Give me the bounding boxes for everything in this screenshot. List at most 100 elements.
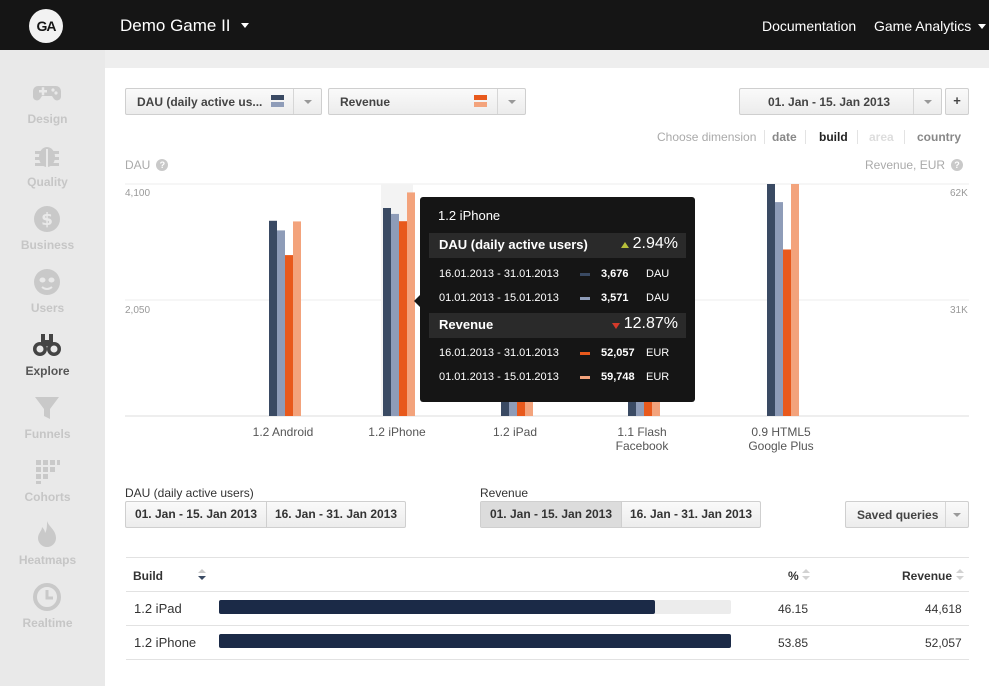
divider [857, 130, 858, 144]
saved-queries-label: Saved queries [857, 508, 939, 522]
tooltip-unit: DAU [646, 292, 670, 304]
tooltip-value: 3,571 [601, 292, 629, 304]
x-tick-label: 1.1 Flash [617, 425, 666, 439]
revenue-range-option[interactable]: 01. Jan - 15. Jan 2013 [481, 502, 621, 527]
dau-color-swatch [271, 95, 284, 107]
build-cell: 1.2 iPad [134, 601, 182, 616]
sidebar-item-quality[interactable]: Quality [0, 141, 95, 201]
saved-queries-dropdown[interactable]: Saved queries [845, 501, 969, 528]
column-header-revenue[interactable]: Revenue [902, 569, 953, 583]
help-icon[interactable]: ? [951, 159, 964, 171]
chart-bar [285, 255, 293, 416]
metric-dau-label: DAU (daily active us... [137, 95, 263, 109]
x-tick-label: 0.9 HTML5 [751, 425, 811, 439]
chevron-down-icon[interactable] [241, 23, 249, 28]
top-bar: GA Demo Game II Documentation Game Analy… [0, 0, 989, 50]
right-tick-label: 31K [950, 305, 968, 316]
date-range-label: 01. Jan - 15. Jan 2013 [768, 95, 891, 109]
sidebar-item-users[interactable]: Users [0, 267, 95, 327]
chart-bar [775, 202, 783, 416]
chart-category-labels: 1.2 Android 1.2 iPhone 1.2 iPad 1.1 FlashFa… [253, 425, 814, 453]
dau-range-option[interactable]: 01. Jan - 15. Jan 2013 [134, 507, 258, 521]
cohorts-icon [36, 460, 60, 484]
sidebar-item-cohorts[interactable]: Cohorts [0, 456, 95, 516]
sidebar-label: Funnels [24, 427, 71, 441]
users-icon [34, 269, 60, 295]
series-swatch [580, 297, 590, 300]
share-bar-fill [219, 600, 655, 614]
tooltip-unit: EUR [646, 371, 670, 383]
add-date-range-button[interactable]: + [945, 88, 969, 115]
tooltip-value: 3,676 [601, 268, 629, 280]
metric-dau-dropdown[interactable]: DAU (daily active us... [125, 88, 322, 115]
sidebar-item-heatmaps[interactable]: Heatmaps [0, 519, 95, 579]
sort-icon[interactable] [956, 569, 964, 581]
tooltip-title: 1.2 iPhone [438, 208, 501, 223]
revenue-compare-label: Revenue [480, 486, 529, 500]
tooltip-change-percent: 12.87% [623, 315, 678, 332]
dollar-icon: $ [34, 206, 60, 232]
dropdown-toggle[interactable] [913, 89, 941, 114]
metric-revenue-dropdown[interactable]: Revenue [328, 88, 526, 115]
dau-range-switch: 01. Jan - 15. Jan 2013 16. Jan - 31. Jan… [125, 501, 406, 528]
dropdown-toggle[interactable] [497, 89, 525, 114]
sidebar-item-funnels[interactable]: Funnels [0, 393, 95, 453]
date-range-dropdown[interactable]: 01. Jan - 15. Jan 2013 [739, 88, 942, 115]
revenue-range-option[interactable]: 16. Jan - 31. Jan 2013 [629, 507, 753, 521]
tooltip-range: 01.01.2013 - 15.01.2013 [439, 371, 559, 383]
percent-cell: 53.85 [778, 636, 809, 650]
sidebar-item-realtime[interactable]: Realtime [0, 582, 95, 642]
chart-bar [383, 207, 391, 416]
sidebar-label: Quality [27, 175, 68, 189]
sidebar-label: Cohorts [24, 490, 71, 504]
right-tick-label: 62K [950, 188, 968, 199]
sidebar-item-explore[interactable]: Explore [0, 330, 95, 390]
divider [764, 130, 765, 144]
game-selector[interactable]: Demo Game II [120, 16, 231, 35]
chart-bar [407, 192, 415, 416]
column-header-percent[interactable]: % [788, 569, 799, 583]
x-tick-label: Facebook [616, 439, 670, 453]
chart-bar [783, 249, 791, 416]
nav-game-analytics-menu[interactable]: Game Analytics [874, 18, 972, 34]
tooltip-value: 52,057 [601, 347, 635, 359]
percent-cell: 46.15 [778, 602, 809, 616]
tooltip-range: 01.01.2013 - 15.01.2013 [439, 292, 559, 304]
metric-revenue-label: Revenue [340, 95, 391, 109]
dropdown-toggle[interactable] [945, 502, 968, 527]
sort-icon[interactable] [198, 569, 206, 581]
arrow-down-icon [612, 323, 620, 329]
dimension-option-build[interactable]: build [819, 130, 848, 144]
tooltip-range: 16.01.2013 - 31.01.2013 [439, 347, 559, 359]
bug-icon [35, 147, 59, 167]
revenue-cell: 44,618 [925, 602, 962, 616]
sidebar-item-business[interactable]: $ Business [0, 204, 95, 264]
nav-documentation-link[interactable]: Documentation [762, 18, 857, 34]
dimension-option-country[interactable]: country [917, 130, 962, 144]
chart-bar [293, 221, 301, 416]
share-bar-track [219, 600, 731, 614]
tooltip-value: 59,748 [601, 371, 635, 383]
chart-bar [791, 184, 799, 416]
table-header-border [126, 591, 969, 592]
tooltip-metric-header: DAU (daily active users) 2.94% [429, 233, 686, 258]
chevron-down-icon [953, 513, 961, 517]
table-top-border [126, 557, 969, 558]
arrow-up-icon [621, 242, 629, 248]
help-icon[interactable]: ? [156, 159, 169, 171]
sidebar-label: Explore [25, 364, 70, 378]
dropdown-toggle[interactable] [293, 89, 321, 114]
chevron-down-icon[interactable] [978, 24, 986, 29]
game-analytics-logo[interactable]: GA [29, 9, 63, 43]
sidebar-item-design[interactable]: Design [0, 78, 95, 138]
chart-bar [391, 213, 399, 416]
flame-icon [38, 521, 56, 547]
tooltip-unit: EUR [646, 347, 670, 359]
sort-icon[interactable] [802, 569, 810, 581]
sidebar: Design Quality $ Business Users Explo [0, 50, 105, 686]
tooltip-unit: DAU [646, 268, 670, 280]
column-header-build[interactable]: Build [133, 569, 163, 583]
dau-range-option[interactable]: 16. Jan - 31. Jan 2013 [274, 507, 398, 521]
funnel-icon [35, 397, 59, 419]
dimension-option-date[interactable]: date [772, 130, 797, 144]
